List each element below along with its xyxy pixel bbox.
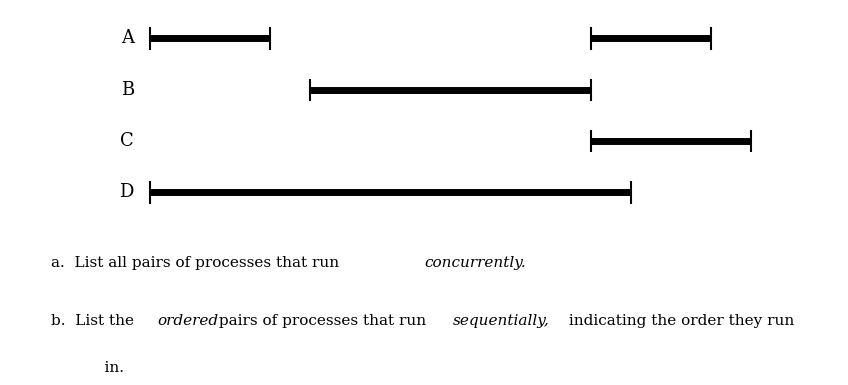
Text: in.: in. [85, 361, 124, 375]
Text: C: C [120, 132, 134, 150]
Text: concurrently.: concurrently. [424, 256, 526, 270]
Text: sequentially,: sequentially, [453, 314, 550, 328]
Text: indicating the order they run: indicating the order they run [564, 314, 795, 328]
Text: b.  List the: b. List the [51, 314, 139, 328]
Text: B: B [120, 81, 134, 99]
Text: a.  List all pairs of processes that run: a. List all pairs of processes that run [51, 256, 344, 270]
Text: D: D [120, 184, 134, 201]
Text: ordered: ordered [157, 314, 218, 328]
Text: A: A [120, 30, 134, 47]
Text: pairs of processes that run: pairs of processes that run [214, 314, 431, 328]
